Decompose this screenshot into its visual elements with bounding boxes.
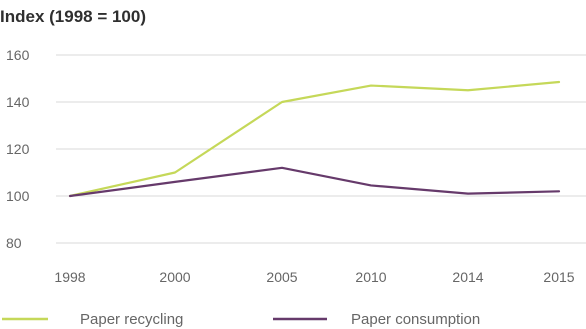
y-tick-label: 160 [6,47,30,63]
legend: Paper recycling Paper consumption [2,311,480,328]
x-tick-label: 2010 [355,269,386,285]
x-tick-label: 2005 [266,269,297,285]
series-line-paper-consumption [68,166,561,198]
legend-label: Paper recycling [80,311,183,328]
y-tick-label: 120 [6,141,30,157]
gridlines [56,54,586,244]
chart-title: Index (1998 = 100) [0,7,147,26]
y-axis-tick-labels: 160 140 120 100 80 [6,47,30,251]
series-lines [68,80,561,198]
x-tick-label: 2014 [452,269,483,285]
legend-label: Paper consumption [351,311,480,328]
x-axis-tick-labels: 1998 2000 2005 2010 2014 2015 [54,269,574,285]
x-tick-label: 2000 [159,269,190,285]
series-line-paper-recycling [68,80,561,198]
x-tick-label: 1998 [54,269,85,285]
y-tick-label: 140 [6,94,30,110]
y-tick-label: 100 [6,188,30,204]
y-tick-label: 80 [6,235,22,251]
x-tick-label: 2015 [543,269,574,285]
